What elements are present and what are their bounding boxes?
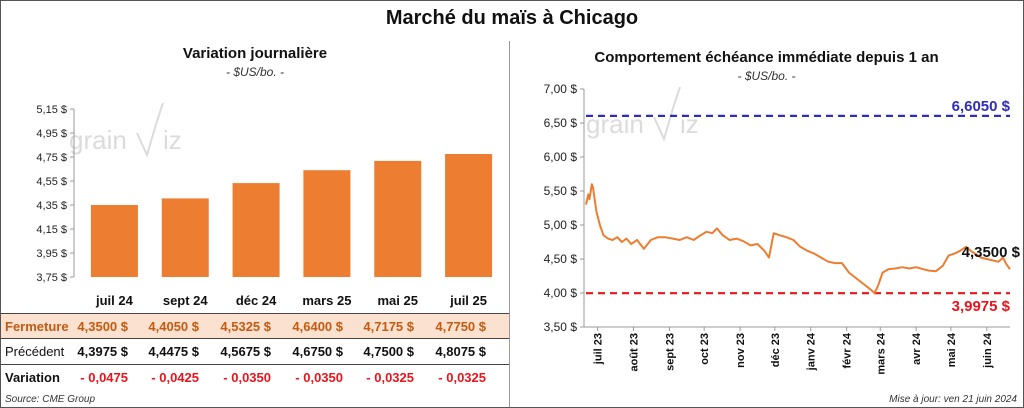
bar-x-label: sept 24 [163, 293, 209, 308]
cell-fermeture-2: 4,4050 $ [148, 319, 199, 334]
cell-variation-6: - 0,0325 [438, 370, 486, 385]
cell-precedent-5: 4,7500 $ [363, 344, 414, 359]
bar [303, 170, 351, 277]
cell-fermeture-6: 4,7750 $ [435, 319, 486, 334]
right-chart-title: Comportement échéance immédiate depuis 1… [594, 49, 939, 66]
bar-y-tick-label: 4,35 $ [36, 200, 67, 212]
cell-precedent-4: 4,6750 $ [292, 344, 343, 359]
bar-y-tick-label: 4,95 $ [36, 128, 67, 140]
line-y-tick-label: 6,00 $ [544, 150, 578, 164]
bar [161, 198, 209, 277]
svg-text:grain: grain [69, 125, 127, 155]
line-x-tick-label: mars 24 [875, 332, 887, 374]
svg-text:iz: iz [163, 125, 182, 155]
line-x-tick-label: nov 23 [735, 333, 747, 368]
bar [90, 205, 138, 277]
line-x-tick-label: sept 23 [664, 333, 676, 371]
line-x-tick-label: déc 23 [770, 333, 782, 367]
line-y-tick-label: 7,00 $ [544, 82, 578, 96]
line-x-axis: juil 23 août 23 sept 23 oct 23 nov 23 déc 23 j… [593, 327, 994, 375]
bar-x-label: déc 24 [236, 293, 277, 308]
row-precedent: Précédent 4,3975 $ 4,4475 $ 4,5675 $ 4,6… [1, 339, 509, 365]
cell-precedent-2: 4,4475 $ [148, 344, 199, 359]
cell-variation-3: - 0,0350 [223, 370, 271, 385]
price-line [585, 183, 1011, 294]
bar-y-tick-label: 3,95 $ [36, 248, 67, 260]
cell-variation-5: - 0,0325 [366, 370, 414, 385]
line-chart: grain iz 3,50 $ 4,00 $ 4,50 $ 5,00 $ 5,50 $ 6… [544, 82, 1021, 375]
last-value-label: 4,3500 $ [962, 244, 1021, 261]
bar [374, 160, 422, 277]
line-y-tick-label: 4,50 $ [544, 252, 578, 266]
cell-fermeture-3: 4,5325 $ [220, 319, 271, 334]
bar-y-tick-label: 3,75 $ [36, 272, 67, 284]
row-variation: Variation - 0,0475 - 0,0425 - 0,0350 - 0… [1, 365, 509, 391]
right-chart-unit: - $US/bo. - [737, 69, 796, 83]
bar-series [90, 154, 493, 277]
bar-y-tick-label: 5,15 $ [36, 104, 67, 116]
line-x-tick-label: mai 24 [946, 332, 958, 367]
row-label-precedent: Précédent [5, 344, 65, 359]
bar-chart: grain iz 3,75 $ 3,95 $ 4,15 $ 4,35 $ 4,55 $ 4… [36, 102, 493, 308]
cell-variation-2: - 0,0425 [151, 370, 199, 385]
line-x-tick-label: juil 23 [593, 333, 605, 365]
grainviz-watermark-right: grain iz [586, 86, 699, 142]
line-y-tick-label: 4,00 $ [544, 286, 578, 300]
row-label-fermeture: Fermeture [5, 319, 69, 334]
bar-x-label: mai 25 [378, 293, 418, 308]
svg-text:grain: grain [586, 109, 644, 139]
source-note: Source: CME Group [5, 394, 96, 405]
grainviz-watermark-left: grain iz [69, 102, 182, 158]
cell-precedent-1: 4,3975 $ [77, 344, 128, 359]
line-series [585, 183, 1011, 294]
line-x-tick-label: avr 24 [911, 332, 923, 365]
cell-precedent-6: 4,8075 $ [435, 344, 486, 359]
panel-divider [509, 41, 510, 407]
cell-precedent-3: 4,5675 $ [220, 344, 271, 359]
svg-text:iz: iz [680, 109, 699, 139]
bar-x-label: juil 25 [449, 293, 487, 308]
line-y-axis: 3,50 $ 4,00 $ 4,50 $ 5,00 $ 5,50 $ 6,00 $ 6,50… [544, 82, 1010, 334]
line-y-tick-label: 6,50 $ [544, 116, 578, 130]
main-title: Marché du maïs à Chicago [385, 7, 639, 29]
left-chart-title: Variation journalière [182, 45, 328, 62]
line-x-tick-label: oct 23 [699, 333, 711, 365]
bar-x-axis: juil 24 sept 24 déc 24 mars 25 mai 25 juil 25 [95, 293, 487, 308]
bar [445, 154, 493, 277]
line-x-tick-label: juin 24 [982, 332, 994, 369]
bar-y-tick-label: 4,75 $ [36, 152, 67, 164]
row-label-variation: Variation [5, 370, 60, 385]
row-fermeture: Fermeture 4,3500 $ 4,4050 $ 4,5325 $ 4,6… [1, 313, 509, 339]
reference-label: 3,9975 $ [952, 298, 1011, 315]
line-y-tick-label: 3,50 $ [544, 320, 578, 334]
cell-fermeture-5: 4,7175 $ [363, 319, 414, 334]
cell-fermeture-1: 4,3500 $ [77, 319, 128, 334]
cell-variation-4: - 0,0350 [295, 370, 343, 385]
update-note: Mise à jour: ven 21 juin 2024 [889, 394, 1017, 405]
line-y-tick-label: 5,50 $ [544, 184, 578, 198]
left-chart-unit: - $US/bo. - [225, 65, 285, 79]
line-x-tick-label: févr 24 [842, 332, 854, 368]
bar-x-label: juil 24 [95, 293, 134, 308]
line-y-tick-label: 5,00 $ [544, 218, 578, 232]
bar-x-label: mars 25 [302, 293, 351, 308]
cell-fermeture-4: 4,6400 $ [292, 319, 343, 334]
bar-y-axis: 3,75 $ 3,95 $ 4,15 $ 4,35 $ 4,55 $ 4,75 $ 4,95… [36, 104, 75, 284]
line-x-tick-label: août 23 [628, 333, 640, 372]
reference-label: 6,6050 $ [952, 98, 1011, 115]
bar-y-tick-label: 4,15 $ [36, 224, 67, 236]
line-annotations: 6,6050 $ 3,9975 $ 4,3500 $ [952, 98, 1021, 315]
line-x-tick-label: janv 24 [806, 332, 818, 371]
cell-variation-1: - 0,0475 [80, 370, 128, 385]
reference-lines [586, 114, 1010, 295]
bar-y-tick-label: 4,55 $ [36, 176, 67, 188]
bar [232, 183, 280, 277]
